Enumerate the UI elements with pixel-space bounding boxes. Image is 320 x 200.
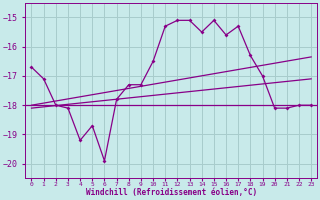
X-axis label: Windchill (Refroidissement éolien,°C): Windchill (Refroidissement éolien,°C) [86, 188, 257, 197]
